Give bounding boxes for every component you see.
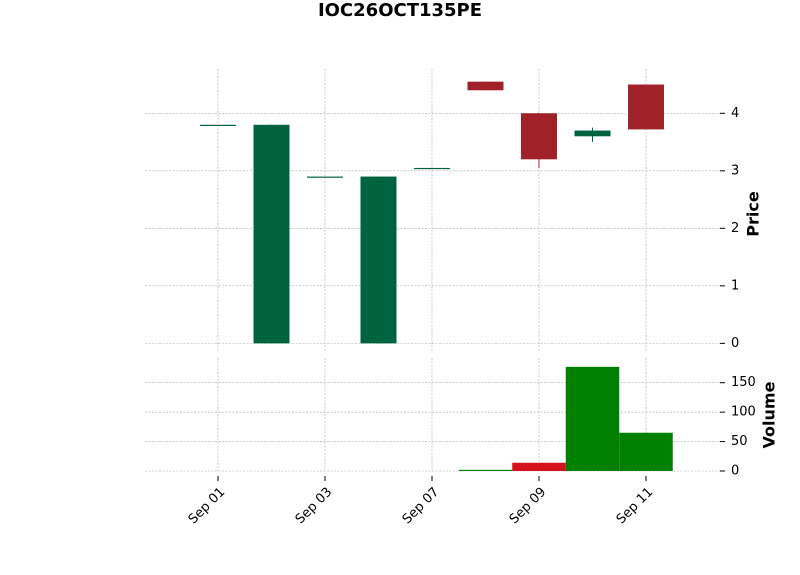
x-tick-label: Sep 03 — [293, 485, 336, 528]
candle-body — [467, 81, 504, 91]
candle-body — [574, 130, 611, 137]
y2-axis-label: Volume — [760, 381, 779, 448]
candle-body — [628, 84, 664, 130]
y2-tick-label: 50 — [731, 434, 748, 449]
x-tick-label: Sep 01 — [186, 485, 229, 528]
x-tick-label: Sep 07 — [400, 485, 443, 528]
x-tick-label: Sep 11 — [614, 485, 657, 528]
y2-tick-label: 150 — [731, 375, 756, 390]
y2-tick-label: 0 — [731, 464, 739, 479]
candle-body — [200, 124, 236, 126]
y-tick-label: 2 — [731, 221, 739, 236]
y-tick-label: 3 — [731, 163, 739, 178]
volume-bar — [619, 432, 673, 471]
candle-body — [521, 113, 557, 160]
y-tick-label: 4 — [731, 106, 739, 121]
y-tick-label: 0 — [731, 336, 739, 351]
volume-bar — [512, 462, 566, 471]
candle-body — [307, 176, 343, 178]
volume-bar — [458, 469, 513, 471]
candle-body — [253, 124, 290, 344]
y-tick-label: 1 — [731, 278, 739, 293]
y2-tick-label: 100 — [731, 405, 756, 420]
volume-bar — [565, 366, 620, 471]
y-axis-label: Price — [744, 191, 763, 237]
x-tick-label: Sep 09 — [507, 485, 550, 528]
candle-body — [414, 167, 450, 170]
chart-title: IOC26OCT135PE — [318, 0, 482, 21]
candle-body — [360, 176, 397, 344]
